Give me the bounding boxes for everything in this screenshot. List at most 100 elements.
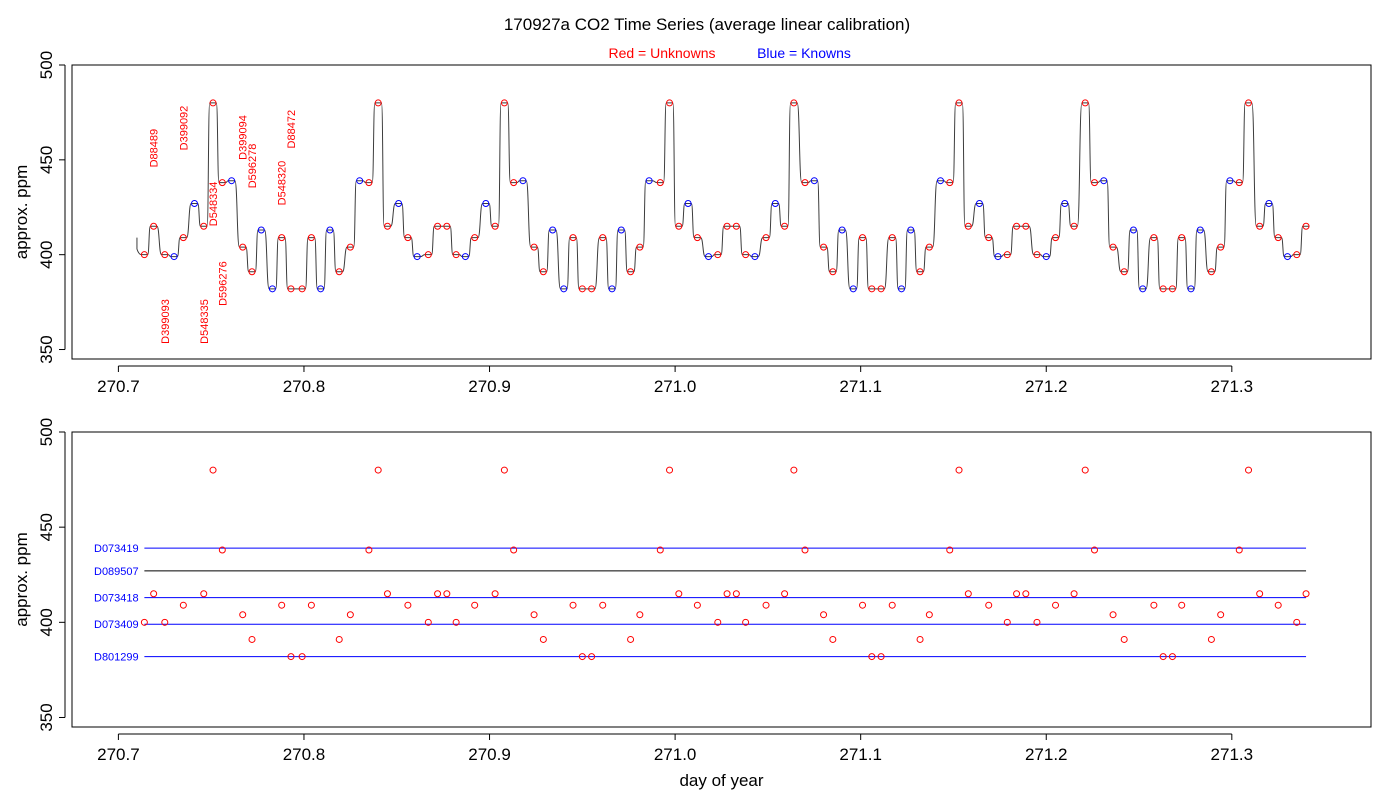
known-point	[395, 199, 403, 207]
reference-line-label: D073418	[94, 593, 139, 605]
unknown-point	[955, 466, 963, 474]
y-tick-label: 400	[37, 240, 56, 268]
x-tick-label: 271.0	[654, 377, 697, 396]
unknown-point	[1150, 234, 1158, 242]
unknown-point	[801, 179, 809, 187]
known-point	[994, 253, 1002, 261]
sample-id-annotation: D399094	[238, 115, 250, 160]
unknown-point	[569, 601, 577, 609]
unknown-point	[1013, 222, 1021, 230]
y-tick-label: 500	[37, 418, 56, 446]
unknown-point	[452, 251, 460, 259]
unknown-point	[365, 179, 373, 187]
unknown-point	[742, 618, 750, 626]
unknown-point	[1168, 285, 1176, 293]
y-tick-label: 350	[37, 335, 56, 363]
known-point	[356, 177, 364, 185]
unknown-point	[161, 618, 169, 626]
unknown-point	[656, 546, 664, 554]
unknown-point	[1090, 546, 1098, 554]
unknown-point	[946, 546, 954, 554]
unknown-point	[964, 590, 972, 598]
unknown-point	[298, 653, 306, 661]
unknown-point	[916, 635, 924, 643]
unknown-point	[374, 99, 382, 107]
x-tick-label: 270.7	[97, 377, 140, 396]
unknown-point	[723, 222, 731, 230]
known-point	[936, 177, 944, 185]
unknown-point	[1159, 653, 1167, 661]
unknown-point	[1293, 618, 1301, 626]
x-tick-label: 270.8	[283, 377, 326, 396]
known-point	[317, 285, 325, 293]
unknown-point	[365, 546, 373, 554]
known-point	[1283, 253, 1291, 261]
unknown-point	[781, 590, 789, 598]
unknown-point	[298, 285, 306, 293]
unknown-point	[1207, 635, 1215, 643]
unknown-point	[1070, 222, 1078, 230]
unknown-point	[150, 590, 158, 598]
unknown-point	[985, 601, 993, 609]
unknown-point	[539, 268, 547, 276]
chart-title: 170927a CO2 Time Series (average linear …	[504, 15, 910, 34]
unknown-point	[1245, 99, 1253, 107]
unknown-point	[675, 222, 683, 230]
reference-line-label: D801299	[94, 652, 139, 664]
reference-line-label: D089507	[94, 566, 139, 578]
unknown-point	[1293, 251, 1301, 259]
known-point	[705, 253, 713, 261]
unknown-point	[161, 251, 169, 259]
unknown-point	[925, 243, 933, 251]
known-point	[170, 253, 178, 261]
known-point	[228, 177, 236, 185]
known-point	[898, 285, 906, 293]
unknown-point	[287, 653, 295, 661]
unknown-point	[693, 601, 701, 609]
unknown-point	[829, 268, 837, 276]
unknown-point	[218, 179, 226, 187]
reference-line-label: D073409	[94, 619, 139, 631]
known-point	[519, 177, 527, 185]
unknown-point	[539, 635, 547, 643]
unknown-point	[1150, 601, 1158, 609]
legend-knowns: Blue = Knowns	[757, 45, 851, 61]
y-axis-label: approx. ppm	[12, 165, 31, 260]
x-tick-label: 271.2	[1025, 377, 1068, 396]
unknown-point	[1235, 546, 1243, 554]
unknown-point	[1003, 618, 1011, 626]
unknown-point	[955, 99, 963, 107]
unknown-point	[666, 99, 674, 107]
unknown-point	[1033, 251, 1041, 259]
unknown-point	[732, 590, 740, 598]
unknown-point	[200, 222, 208, 230]
known-point	[413, 253, 421, 261]
known-point	[549, 226, 557, 234]
x-tick-label: 270.8	[283, 745, 326, 764]
unknown-point	[530, 611, 538, 619]
unknown-point	[491, 590, 499, 598]
unknown-point	[500, 466, 508, 474]
x-tick-label: 271.2	[1025, 745, 1068, 764]
unknown-point	[335, 635, 343, 643]
unknown-point	[859, 234, 867, 242]
y-tick-label: 450	[37, 513, 56, 541]
known-point	[1226, 177, 1234, 185]
known-point	[1187, 285, 1195, 293]
unknown-point	[1120, 268, 1128, 276]
unknown-point	[510, 179, 518, 187]
unknown-point	[820, 611, 828, 619]
unknown-point	[569, 234, 577, 242]
x-tick-label: 271.3	[1211, 377, 1254, 396]
unknown-point	[868, 653, 876, 661]
unknown-point	[985, 234, 993, 242]
x-tick-label: 271.1	[839, 745, 882, 764]
unknown-point	[209, 466, 217, 474]
known-point	[907, 226, 915, 234]
unknown-point	[693, 234, 701, 242]
known-point	[461, 253, 469, 261]
sample-id-annotation: D548320	[277, 161, 289, 206]
unknown-point	[820, 243, 828, 251]
unknown-point	[424, 251, 432, 259]
unknown-point	[888, 234, 896, 242]
